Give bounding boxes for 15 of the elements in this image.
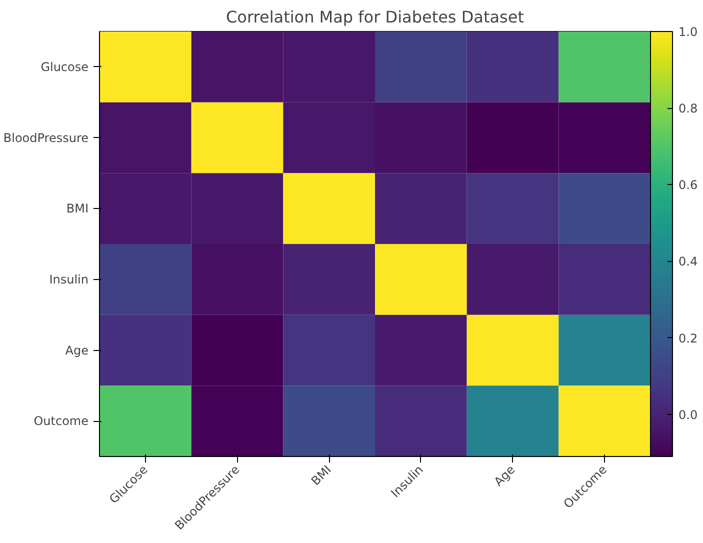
y-tick-label: BloodPressure (3, 130, 88, 145)
color-bar-label: 0.8 (678, 102, 698, 116)
color-bar-label: 0.2 (678, 331, 698, 346)
color-bar-label: 0.0 (678, 408, 698, 422)
x-tick-label: Age (491, 462, 518, 489)
y-tick-label: Insulin (49, 272, 89, 286)
chart-title: Correlation Map for Diabetes Dataset (226, 8, 524, 26)
y-tick-label: Age (65, 343, 89, 358)
color-bar-label: 0.4 (678, 254, 698, 269)
y-tick-label: BMI (66, 202, 88, 216)
color-bar-label: 0.6 (678, 178, 698, 192)
y-tick-label: Outcome (34, 414, 89, 428)
color-bar-label: 1.0 (678, 25, 698, 39)
y-tick-label: Glucose (40, 60, 88, 74)
x-tick-label: BMI (308, 462, 334, 488)
